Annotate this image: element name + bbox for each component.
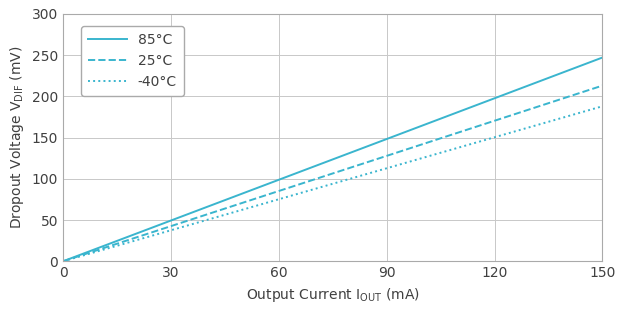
X-axis label: Output Current I$_{\mathregular{OUT}}$ (mA): Output Current I$_{\mathregular{OUT}}$ (… <box>246 286 420 304</box>
Y-axis label: Dropout Voltage V$_{\mathregular{DIF}}$ (mV): Dropout Voltage V$_{\mathregular{DIF}}$ … <box>8 46 26 229</box>
Legend: 85°C, 25°C, -40°C: 85°C, 25°C, -40°C <box>81 26 184 95</box>
